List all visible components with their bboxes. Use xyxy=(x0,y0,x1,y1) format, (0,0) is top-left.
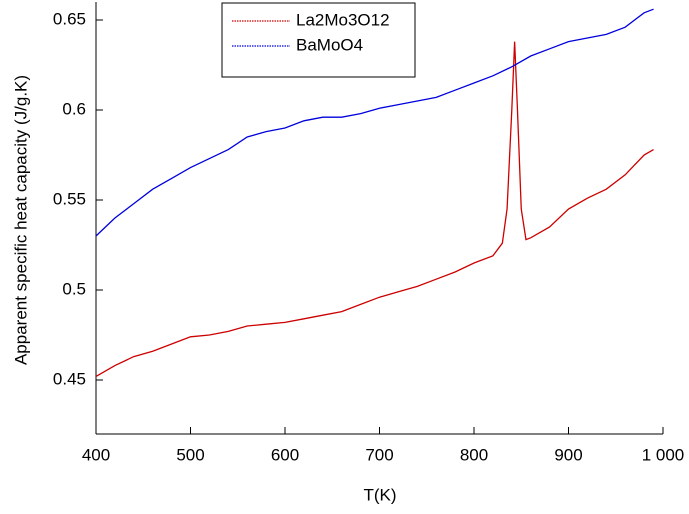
x-tick-label: 900 xyxy=(554,445,582,464)
y-tick-label: 0.65 xyxy=(53,9,86,28)
y-tick-label: 0.6 xyxy=(62,99,86,118)
data-line xyxy=(95,41,654,377)
y-tick-label: 0.5 xyxy=(62,279,86,298)
legend-label: La2Mo3O12 xyxy=(296,10,390,29)
data-line xyxy=(95,8,654,237)
y-tick-label: 0.55 xyxy=(53,189,86,208)
x-tick-label: 600 xyxy=(271,445,299,464)
x-tick-label: 1 000 xyxy=(642,445,685,464)
x-tick-label: 700 xyxy=(365,445,393,464)
legend-label: BaMoO4 xyxy=(296,35,363,54)
y-axis-label: Apparent specific heat capacity (J/g.K) xyxy=(11,75,30,365)
y-tick-label: 0.45 xyxy=(53,369,86,388)
x-axis-label: T(K) xyxy=(363,485,396,504)
x-tick-label: 800 xyxy=(460,445,488,464)
x-tick-label: 400 xyxy=(82,445,110,464)
legend-box xyxy=(221,2,416,78)
x-tick-label: 500 xyxy=(176,445,204,464)
